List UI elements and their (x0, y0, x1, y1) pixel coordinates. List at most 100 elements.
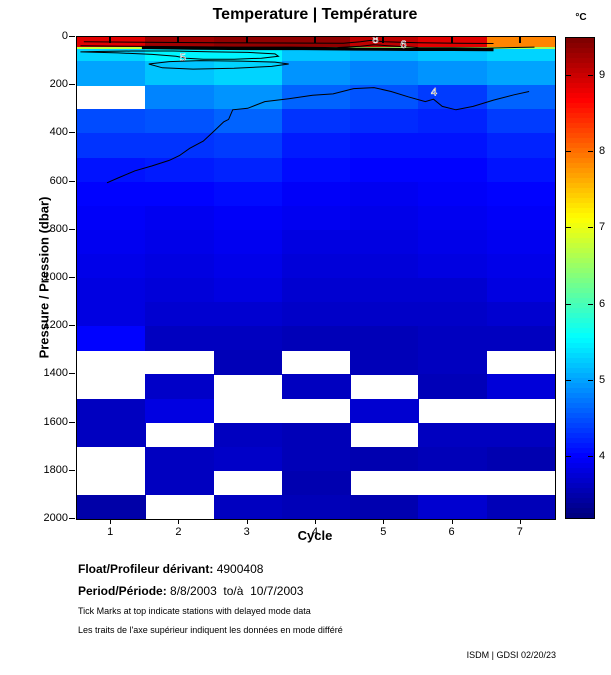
heatmap-cell (77, 61, 146, 86)
heatmap-cell (281, 133, 351, 158)
colorbar-gradient-strip (566, 43, 594, 49)
colorbar-gradient-strip (566, 393, 594, 399)
heatmap-cell (145, 470, 215, 496)
colorbar-tick (566, 303, 571, 305)
contour-label: 6 (400, 39, 406, 51)
colorbar-tick (566, 227, 571, 229)
heatmap-cell (418, 37, 488, 48)
heatmap-cell (77, 326, 146, 351)
y-axis-tick (69, 84, 75, 86)
heatmap-cell (281, 181, 351, 207)
heatmap-cell (350, 109, 419, 134)
heatmap-cell (281, 37, 351, 48)
contour-line (141, 46, 494, 52)
colorbar-gradient-strip (566, 93, 594, 99)
heatmap-cell (486, 61, 555, 86)
colorbar-gradient-strip (566, 328, 594, 334)
y-axis-tick (69, 518, 75, 519)
colorbar-gradient-strip (566, 228, 594, 234)
heatmap-cell (418, 133, 488, 158)
heatmap-cell (213, 61, 283, 86)
colorbar-gradient-strip (566, 423, 594, 429)
heatmap-cell (350, 61, 419, 86)
x-axis-tick-label: 7 (516, 526, 523, 538)
colorbar-gradient-strip (566, 513, 594, 518)
x-axis-tick-label: 2 (175, 526, 182, 538)
heatmap-cell (281, 470, 351, 496)
colorbar-tick (588, 75, 593, 77)
colorbar-gradient-strip (566, 263, 594, 269)
period-line: Period/Période: 8/8/2003 to/à 10/7/2003 (78, 584, 598, 598)
colorbar-gradient-strip (566, 218, 594, 224)
colorbar-gradient-strip (566, 163, 594, 169)
colorbar-gradient-strip (566, 293, 594, 299)
heatmap-cell (486, 374, 555, 399)
heatmap-cell (350, 229, 419, 255)
y-axis-tick-label: 200 (49, 78, 68, 91)
x-axis-tick (246, 519, 248, 524)
contour-line (80, 44, 535, 49)
heatmap-cell (281, 109, 351, 134)
colorbar-gradient-strip (566, 68, 594, 74)
x-axis-tick-label: 1 (107, 526, 114, 538)
colorbar-gradient-strip (566, 503, 594, 509)
heatmap-cell (486, 422, 555, 448)
heatmap-cell (418, 326, 488, 351)
heatmap-cell (418, 253, 488, 279)
colorbar (565, 37, 595, 519)
colorbar-gradient-strip (566, 243, 594, 249)
delayed-mode-tick (382, 37, 385, 43)
heatmap-cell (213, 157, 283, 183)
x-axis-tick-label: 5 (380, 526, 387, 538)
heatmap-cell (145, 326, 215, 351)
colorbar-tick (566, 151, 571, 153)
y-axis-tick-label: 1600 (43, 415, 68, 428)
colorbar-gradient-strip (566, 283, 594, 289)
colorbar-tick (588, 227, 593, 229)
colorbar-gradient-strip (566, 123, 594, 129)
heatmap-cell (213, 229, 283, 255)
credit-stamp: ISDM | GDSI 02/20/23 (466, 650, 556, 660)
contour-line (80, 50, 280, 60)
colorbar-gradient-strip (566, 188, 594, 194)
colorbar-tick (566, 379, 571, 381)
colorbar-gradient-strip (566, 308, 594, 314)
heatmap-cell (145, 157, 215, 183)
colorbar-gradient-strip (566, 378, 594, 384)
heatmap-cell (213, 253, 283, 279)
heatmap-cell (350, 326, 419, 351)
heatmap-cell (486, 302, 555, 327)
colorbar-tick-label: 6 (599, 297, 606, 310)
heatmap-cell (281, 422, 351, 448)
x-axis-tick (383, 519, 385, 524)
heatmap-cell (418, 350, 488, 375)
colorbar-gradient-strip (566, 83, 594, 89)
heatmap-cell (486, 205, 555, 231)
heatmap-cell (350, 398, 419, 424)
x-axis-tick (451, 519, 453, 524)
colorbar-gradient-strip (566, 358, 594, 364)
heatmap-cell (77, 133, 146, 158)
colorbar-gradient-strip (566, 153, 594, 159)
heatmap-cell (145, 229, 215, 255)
note-english: Tick Marks at top indicate stations with… (78, 606, 311, 616)
x-axis-tick (110, 519, 112, 524)
colorbar-gradient-strip (566, 248, 594, 254)
colorbar-unit-label: °C (575, 12, 587, 23)
colorbar-gradient-strip (566, 303, 594, 309)
heatmap-cell (145, 109, 215, 134)
colorbar-tick (588, 151, 593, 153)
heatmap-cell (486, 48, 555, 62)
heatmap-cell (418, 422, 488, 448)
colorbar-gradient-strip (566, 313, 594, 319)
x-axis-tick-label: 3 (243, 526, 250, 538)
heatmap-cell (418, 181, 488, 207)
colorbar-gradient-strip (566, 53, 594, 59)
heatmap-cell (350, 253, 419, 279)
heatmap-cell (486, 446, 555, 472)
y-axis-tick (69, 180, 75, 182)
x-axis-tick (178, 519, 180, 524)
heatmap-cell (281, 374, 351, 399)
colorbar-gradient-strip (566, 388, 594, 394)
colorbar-gradient-strip (566, 363, 594, 369)
